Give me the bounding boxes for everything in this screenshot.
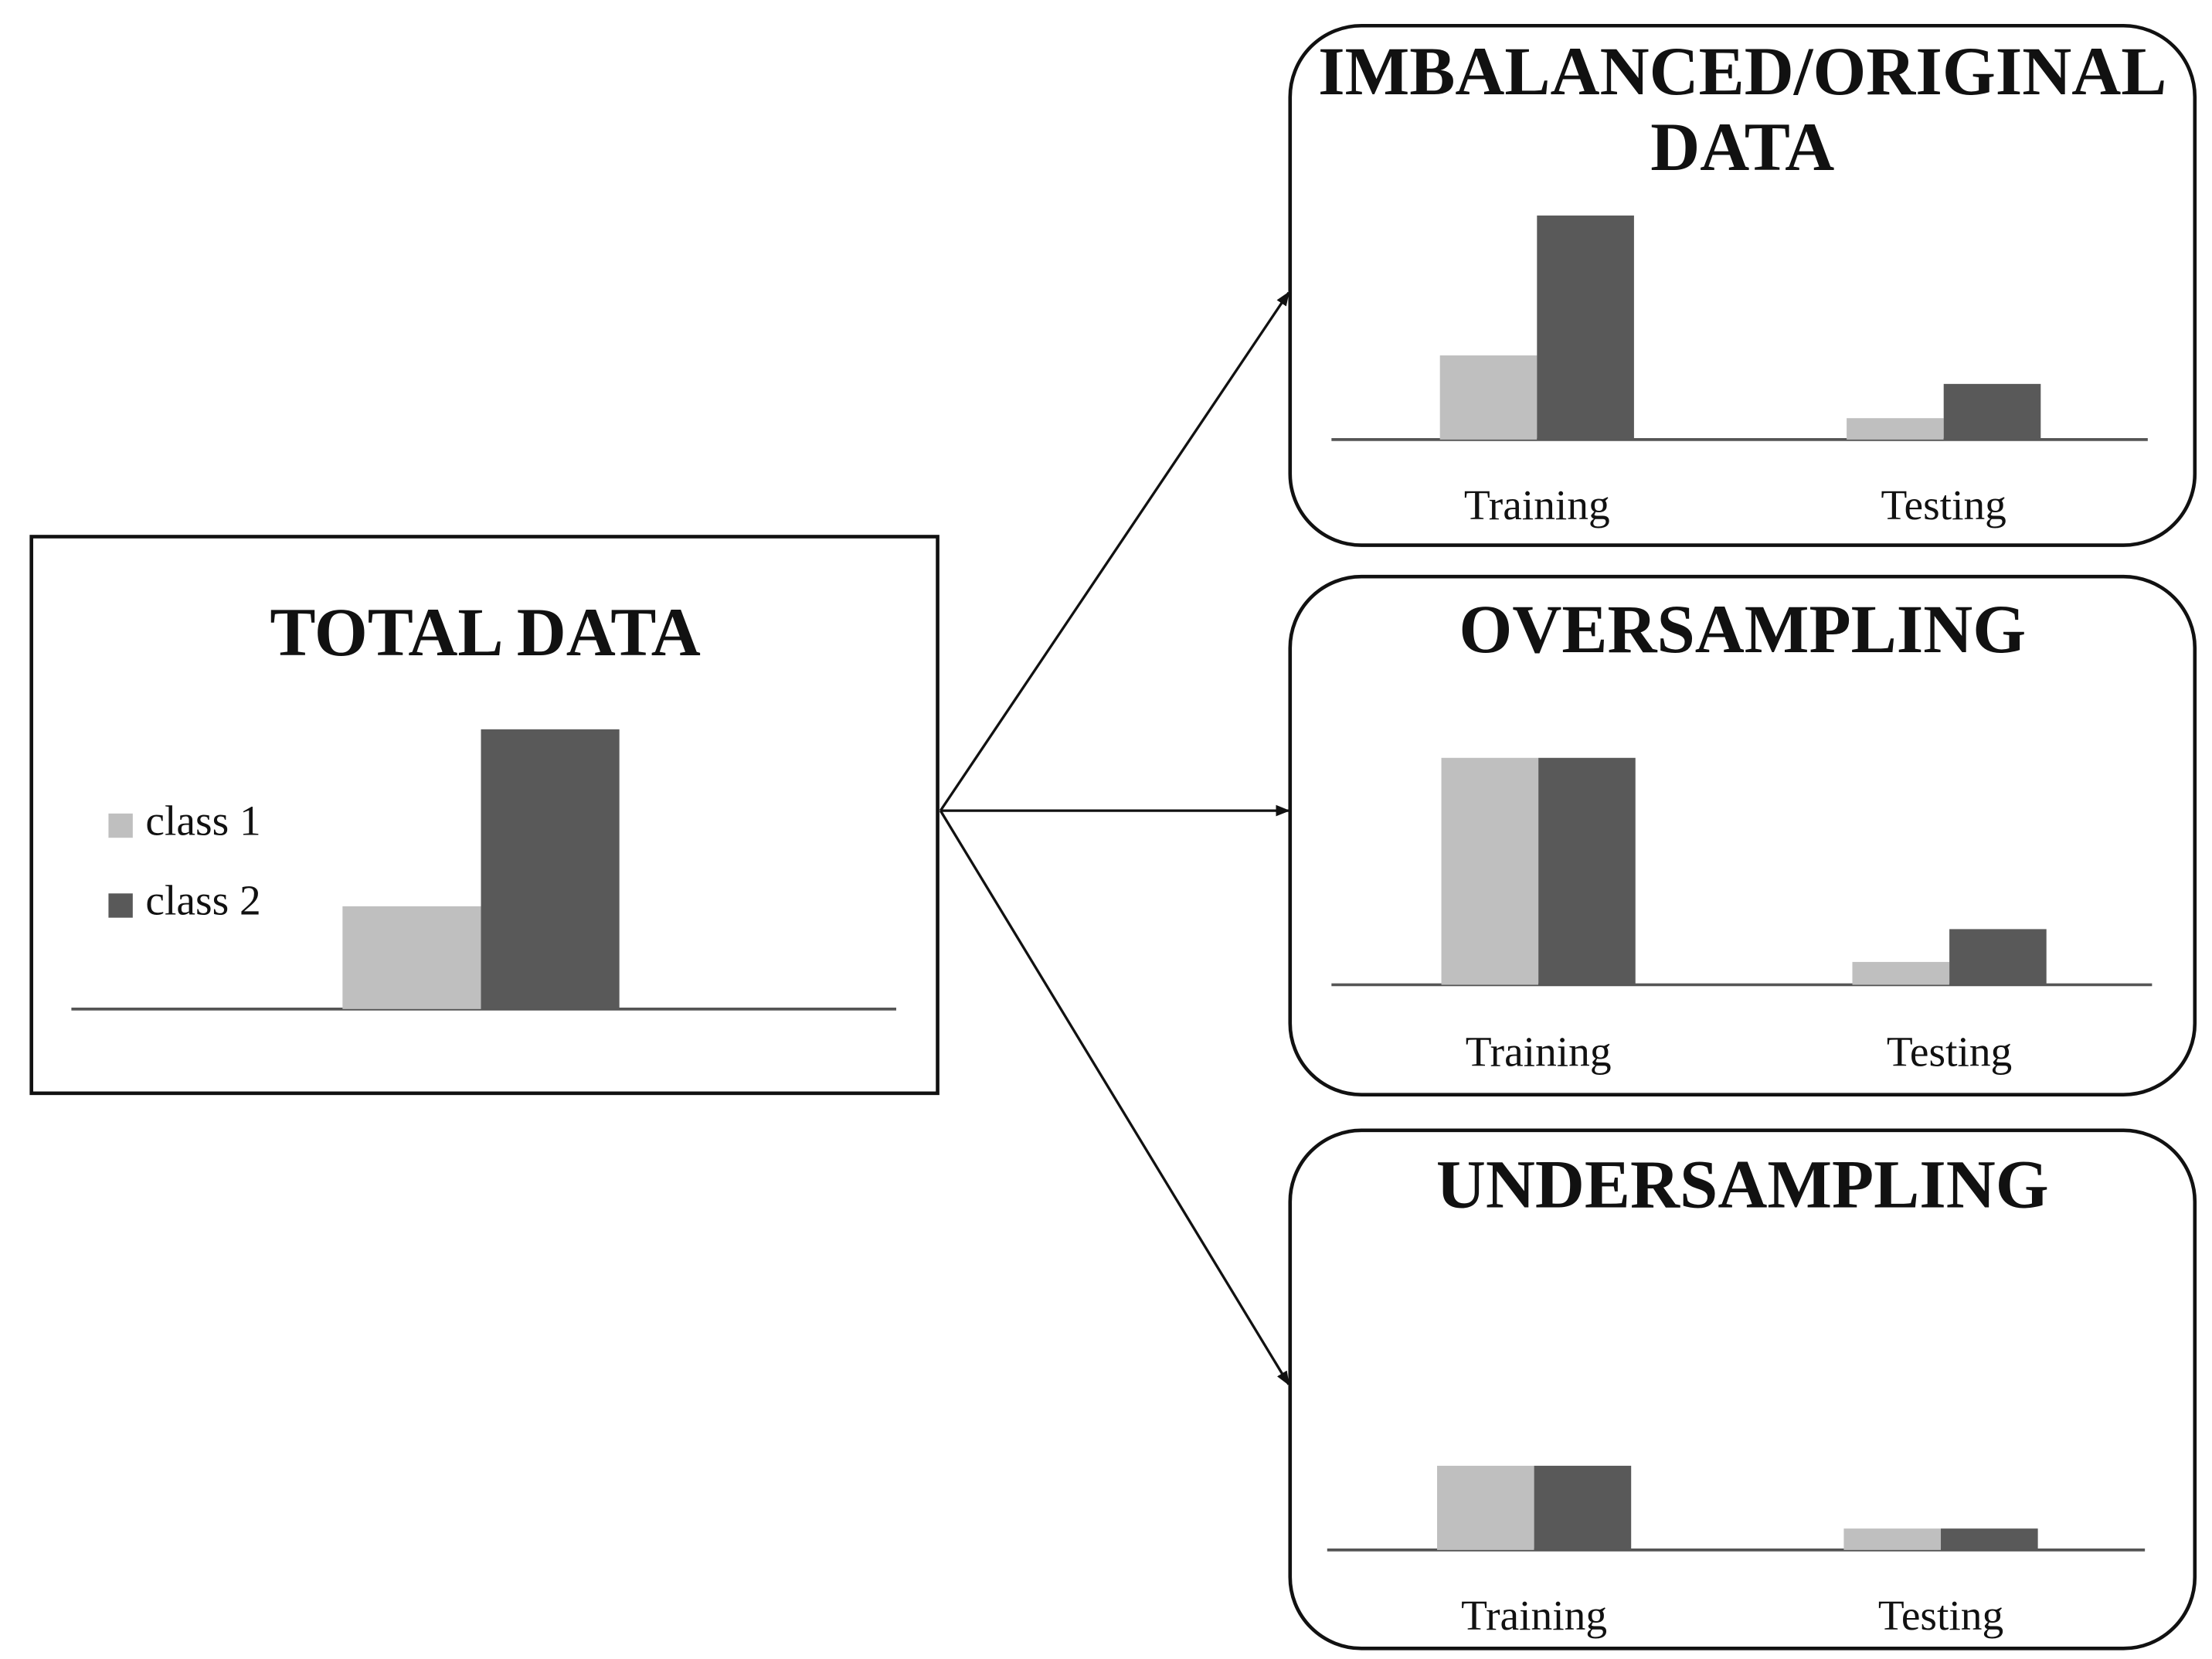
bar <box>1437 1465 1534 1550</box>
category-label: Testing <box>1887 1028 2012 1076</box>
bar <box>1534 1465 1632 1550</box>
panel-box <box>1288 574 2197 1096</box>
bar <box>1537 215 1634 440</box>
panel-title: OVERSAMPLING <box>1459 592 2026 668</box>
bar <box>342 906 481 1009</box>
panel-title: UNDERSAMPLING <box>1436 1147 2049 1223</box>
total-title: TOTAL DATA <box>270 595 700 671</box>
total-box <box>29 535 940 1096</box>
category-label: Testing <box>1878 1592 2003 1639</box>
bar <box>1943 383 2041 440</box>
bar <box>1847 418 1944 440</box>
legend-label: class 2 <box>145 877 260 924</box>
legend-label: class 1 <box>145 797 260 844</box>
category-label: Training <box>1466 1028 1612 1076</box>
bar <box>481 729 620 1009</box>
legend-swatch <box>108 813 133 838</box>
legend-swatch <box>108 893 133 918</box>
category-label: Testing <box>1881 481 2006 529</box>
panel-title: DATA <box>1650 110 1834 185</box>
arrow <box>939 810 1290 1386</box>
bar <box>1941 1528 2038 1550</box>
bar <box>1439 355 1538 440</box>
category-label: Training <box>1461 1592 1607 1639</box>
panel-box <box>1288 1128 2197 1651</box>
bar <box>1441 757 1539 985</box>
category-label: Training <box>1464 481 1610 529</box>
arrow <box>939 291 1290 812</box>
bar <box>1852 961 1950 985</box>
panel-box <box>1288 23 2197 547</box>
bar <box>1843 1528 1942 1550</box>
panel-title: IMBALANCED/ORIGINAL <box>1318 34 2166 110</box>
bar <box>1949 929 2047 985</box>
bar <box>1538 757 1636 985</box>
